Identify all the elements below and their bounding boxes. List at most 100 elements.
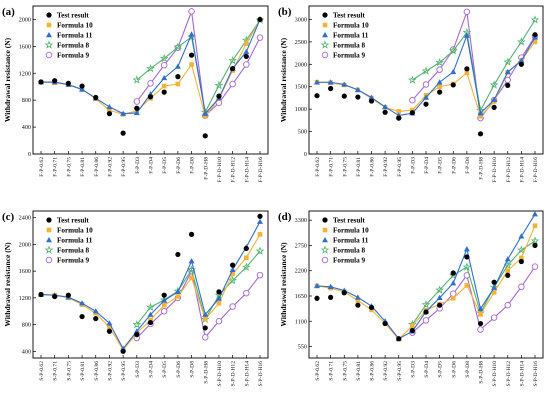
series-line [412,266,536,334]
legend: Test result Formula 10 Formula 11 Formula 8… [320,217,369,265]
data-point [65,80,71,86]
data-point [215,295,222,301]
legend-marker [46,217,52,223]
data-point [477,131,484,137]
x-tick-label: F-P-D5 [438,157,444,174]
x-tick-label: S-P-D5 [438,361,444,378]
data-point [422,81,430,88]
y-tick-label: 500 [298,129,307,136]
series-test-result [38,16,263,139]
x-tick-label: S-P-0.81 [356,361,362,381]
y-tick-label: 550 [298,344,307,351]
data-point [450,82,456,88]
x-tick-label: S-P-D5 [162,361,168,378]
data-point [532,39,538,45]
x-tick-label: S-P-0.71 [329,361,335,381]
legend-marker [322,12,328,18]
data-point [106,320,113,326]
data-point [368,94,375,100]
data-point [532,223,538,228]
data-point [244,255,249,261]
y-tick-label: 800 [22,322,31,329]
data-point [147,311,154,317]
legend-label: Formula 11 [333,32,369,40]
data-point [382,103,389,110]
legend-label: Test result [57,12,89,20]
legend-marker [45,256,53,264]
data-point [355,298,361,303]
x-tick-label: S-P-0.86 [370,361,376,381]
x-tick-label: S-P-D3 [410,361,416,378]
data-point [147,94,154,100]
data-point [228,55,237,65]
y-axis-label: Withdrawal resistance (N) [3,242,12,327]
data-point [450,290,457,297]
data-point [107,107,112,113]
x-tick-label: F-P-0.75 [342,157,348,177]
data-point [133,328,140,334]
y-tick-label: 400 [22,348,31,355]
data-point [518,57,525,63]
series-test-result [38,213,263,354]
data-point [202,114,208,119]
legend-label: Test result [333,217,365,225]
chart-panel-2: (b) 0 500 1000 1500 2000 2500 3000 Withdrawal re… [278,5,544,183]
x-tick-label: S-P-D8 [465,361,471,378]
data-point [423,94,429,100]
data-point [327,283,334,289]
y-axis-label: Withdrawal resistance (N) [279,242,288,327]
legend-marker [45,51,53,59]
data-point [215,318,223,325]
data-point [147,80,154,87]
data-point [202,133,208,139]
chart-panel-1: (a) 0 400 800 1200 1600 2000 Withdrawal resista… [2,5,269,182]
legend-label: Formula 8 [333,42,366,50]
data-point [120,110,127,116]
x-tick-label: S-P-0.62 [39,361,45,381]
data-point [505,268,511,274]
data-point [202,110,209,116]
x-tick-label: S-P-D-H10 [492,361,498,387]
data-point [504,301,512,309]
legend-marker [322,237,328,243]
x-tick-label: F-P-0.62 [39,157,45,177]
data-point [448,46,458,55]
legend-label: Formula 9 [57,257,90,265]
data-point [532,32,538,38]
data-point [106,328,113,334]
panel-label: (c) [2,211,15,223]
data-point [423,101,429,107]
data-point [133,98,141,105]
data-point [160,307,168,315]
x-tick-label: F-P-D-H16 [533,157,539,183]
legend-label: Formula 11 [57,237,93,245]
legend-label: Formula 11 [57,32,93,40]
data-point [314,79,320,85]
legend: Test result Formula 10 Formula 11 Formula 8… [320,12,369,60]
data-point [257,218,263,224]
x-tick-label: F-P-0.86 [94,157,100,177]
y-tick-label: 400 [22,124,31,131]
y-tick-label: 1650 [295,293,307,300]
data-point [504,256,511,262]
data-point [505,272,511,278]
data-point [243,245,249,252]
legend-label: Test result [57,217,89,225]
x-tick-label: S-P-D6 [451,361,457,378]
data-point [93,94,99,101]
data-point [188,31,195,37]
x-tick-label: S-P-0.92 [107,361,113,381]
x-tick-label: F-P-0.71 [329,157,335,177]
x-tick-label: F-P-0.95 [397,157,403,177]
y-tick-label: 2000 [295,61,307,68]
series-line [136,250,261,325]
data-point [448,270,458,280]
data-point [530,236,540,245]
y-tick-label: 2500 [295,39,307,46]
y-axis-label: Withdrawal resistance (N) [3,37,12,122]
data-point [478,114,483,119]
data-point [314,295,320,301]
data-point [161,297,168,303]
data-point [255,246,265,255]
data-point [436,79,443,85]
